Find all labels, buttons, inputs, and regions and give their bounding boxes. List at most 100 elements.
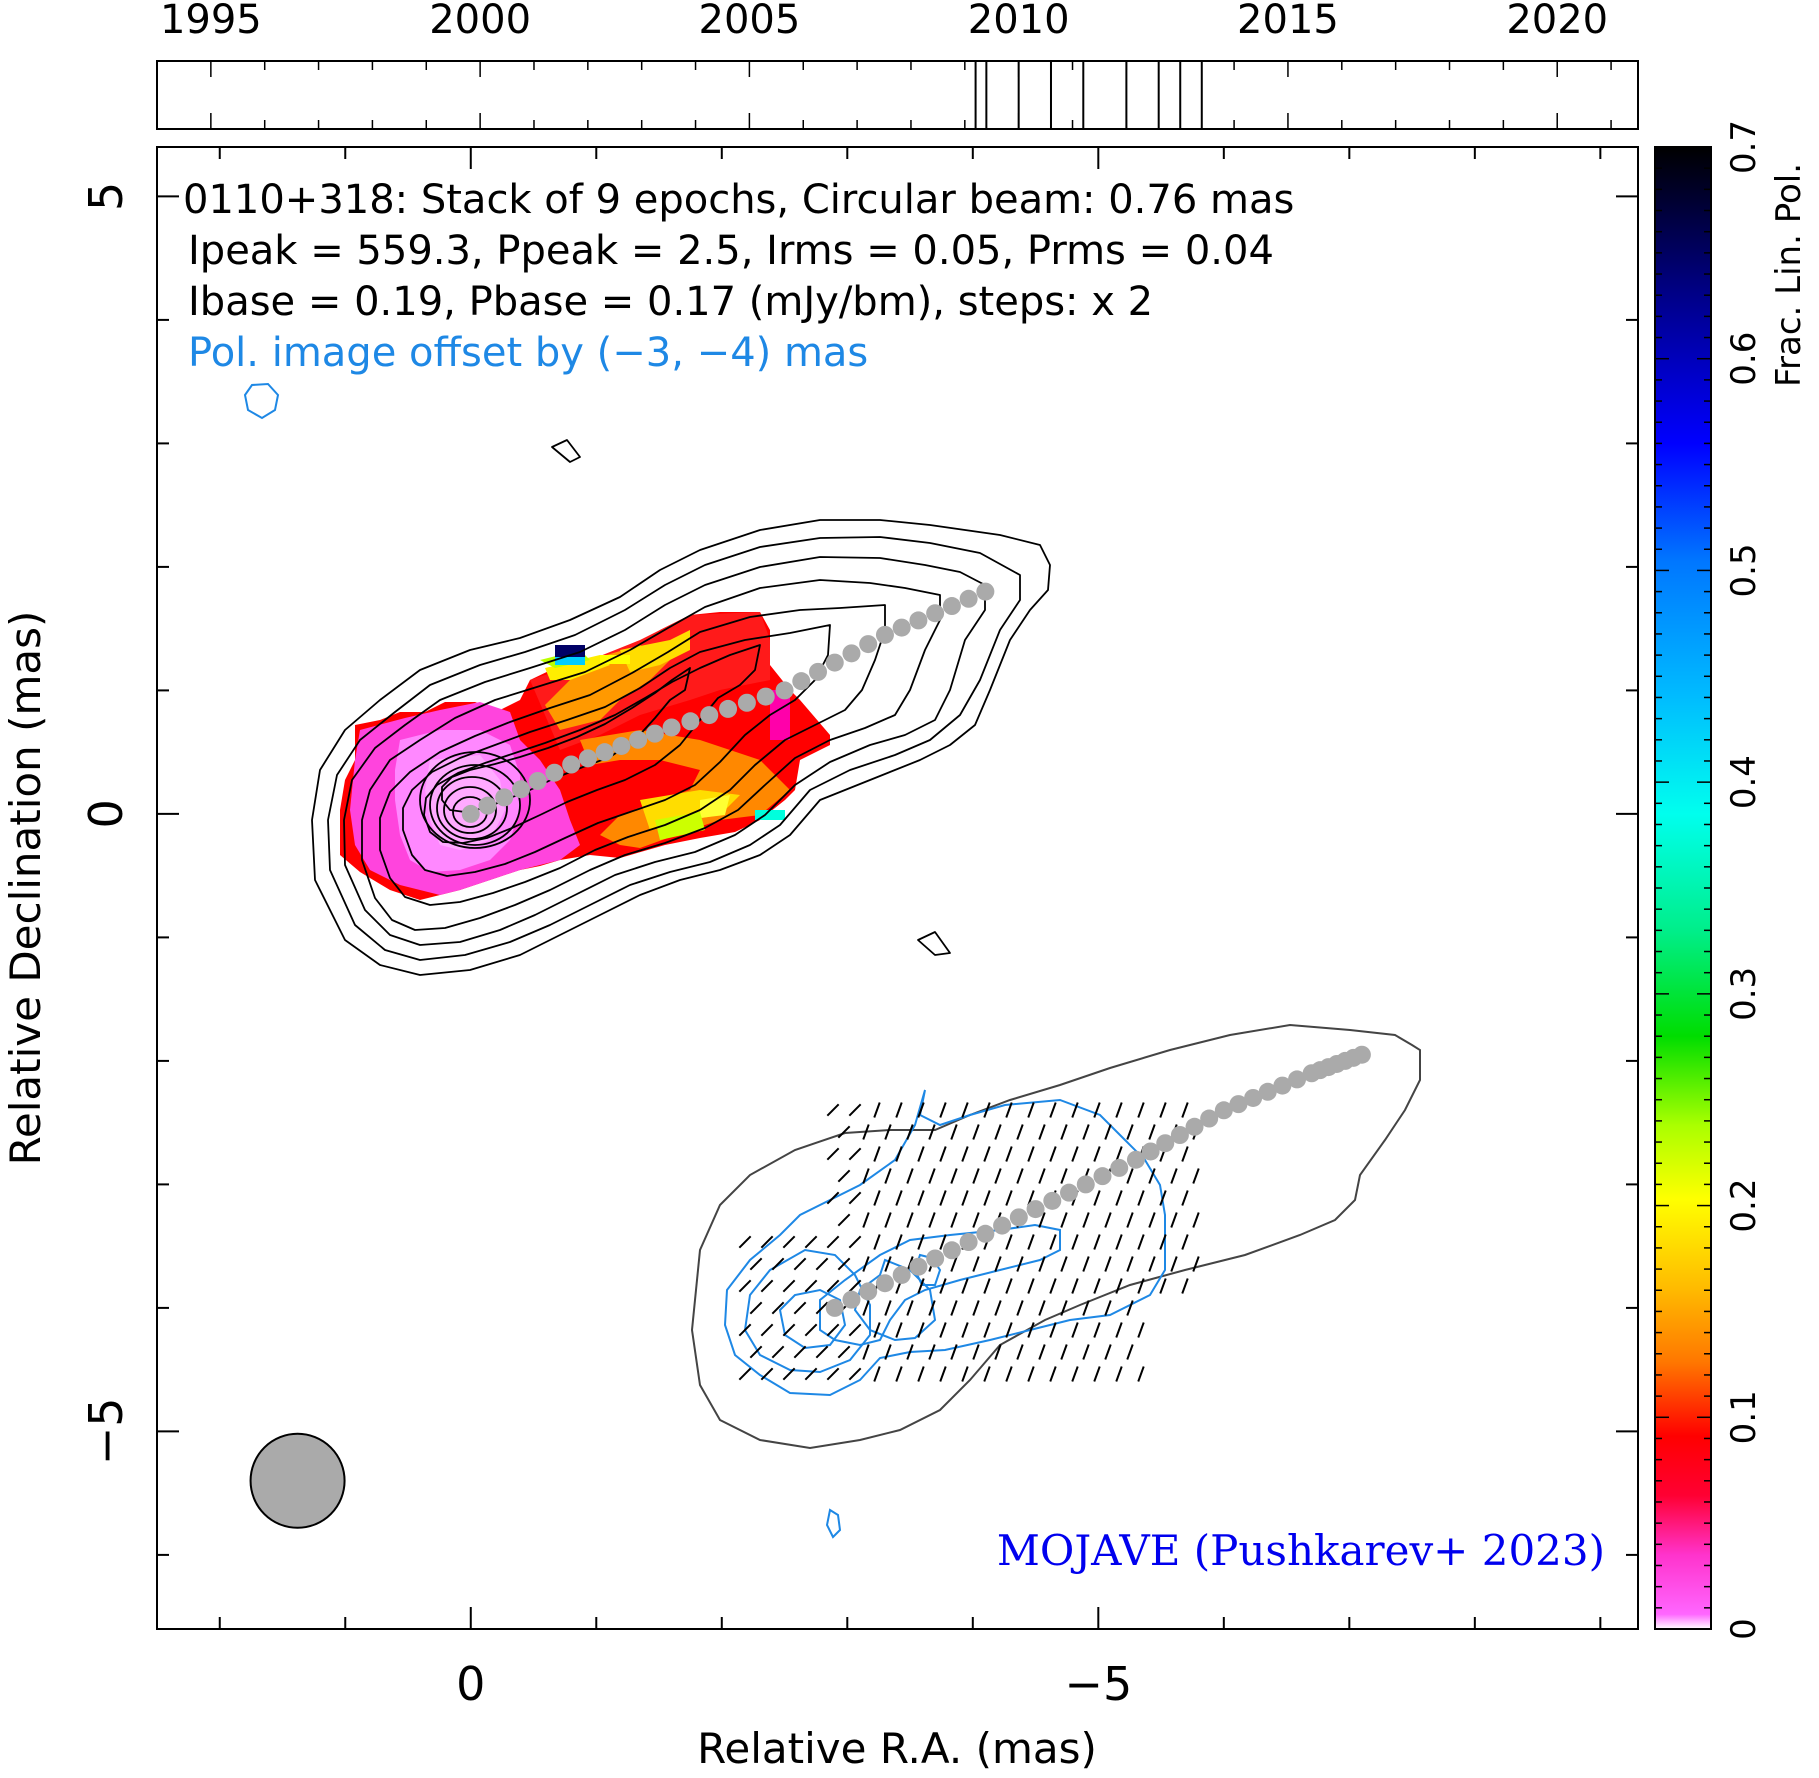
evpa-tick [1126,1212,1134,1228]
offset-total-intensity-contour [690,1023,1421,1450]
evpa-tick [884,1168,892,1184]
evpa-tick [1060,1168,1068,1184]
ridgeline-point [892,1265,911,1284]
evpa-tick [1104,1300,1112,1316]
ridgeline-point [1043,1191,1062,1210]
colorbar-tick-label: 0.3 [1724,967,1764,1021]
evpa-tick [848,1323,862,1337]
evpa-tick [771,1257,785,1271]
evpa-tick [895,1102,903,1118]
evpa-tick [1159,1190,1167,1206]
y-tick-label: 0 [79,799,133,828]
evpa-tick [804,1323,818,1337]
evpa-tick [873,1102,881,1118]
evpa-tick [873,1322,881,1338]
evpa-tick [760,1367,774,1381]
evpa-tick [782,1279,796,1293]
evpa-tick [1093,1278,1101,1294]
annotation-block: 0110+318: Stack of 9 epochs, Circular be… [183,177,1294,376]
evpa-tick [1104,1344,1112,1360]
evpa-tick [928,1124,936,1140]
ridgeline-point [976,1224,995,1243]
ridgeline-point [926,604,945,623]
ridgeline-polarization [825,1045,1371,1317]
colorbar-tick-label: 0.7 [1724,120,1764,174]
ridgeline-point [959,589,978,608]
evpa-tick [1148,1212,1156,1228]
ridgeline-point [993,1216,1012,1235]
evpa-tick [815,1301,829,1315]
evpa-tick [848,1191,862,1205]
evpa-tick [1115,1146,1123,1162]
colorbar-gradient [1654,146,1712,1630]
evpa-tick [1126,1300,1134,1316]
evpa-tick [804,1279,818,1293]
evpa-tick [1137,1234,1145,1250]
annotation-line-1: 0110+318: Stack of 9 epochs, Circular be… [183,177,1294,223]
evpa-tick [1159,1102,1167,1118]
evpa-tick [895,1146,903,1162]
ridgeline-point [809,662,828,681]
evpa-tick [1060,1256,1068,1272]
evpa-tick [873,1234,881,1250]
ridgeline-point [1200,1109,1219,1128]
evpa-tick [848,1147,862,1161]
evpa-tick [950,1212,958,1228]
evpa-tick [950,1300,958,1316]
evpa-tick [862,1168,870,1184]
ridgeline-point [1352,1045,1371,1064]
evpa-tick [837,1257,851,1271]
evpa-tick [862,1344,870,1360]
evpa-tick [1093,1190,1101,1206]
evpa-tick [826,1103,840,1117]
evpa-tick [1137,1190,1145,1206]
evpa-tick [917,1102,925,1118]
evpa-tick [873,1190,881,1206]
evpa-tick [939,1190,947,1206]
evpa-tick [738,1323,752,1337]
evpa-tick [1181,1278,1189,1294]
evpa-tick [1005,1278,1013,1294]
evpa-tick [928,1212,936,1228]
evpa-tick [760,1279,774,1293]
evpa-tick [950,1344,958,1360]
evpa-tick [983,1366,991,1382]
evpa-tick [1071,1322,1079,1338]
colorbar-title: Frac. Lin. Pol. [1769,163,1809,387]
annotation-line-3: Ibase = 0.19, Pbase = 0.17 (mJy/bm), ste… [188,279,1153,325]
beam-ellipse [249,1432,346,1529]
evpa-tick [983,1190,991,1206]
evpa-tick [760,1235,774,1249]
evpa-tick [1038,1300,1046,1316]
evpa-tick [961,1366,969,1382]
ridgeline-point [562,755,581,774]
evpa-tick [906,1168,914,1184]
evpa-tick [1049,1234,1057,1250]
evpa-tick [749,1301,763,1315]
evpa-tick [1005,1234,1013,1250]
evpa-tick [1115,1322,1123,1338]
evpa-tick [1181,1190,1189,1206]
evpa-tick [983,1322,991,1338]
evpa-tick [848,1235,862,1249]
ridgeline-point [1258,1082,1277,1101]
ridgeline-point [1185,1117,1204,1136]
ridgeline-point [511,780,530,799]
evpa-tick [884,1344,892,1360]
evpa-tick [815,1345,829,1359]
evpa-tick [961,1146,969,1162]
evpa-tick [939,1322,947,1338]
evpa-tick [826,1367,840,1381]
evpa-tick [1016,1344,1024,1360]
evpa-tick [1170,1212,1178,1228]
evpa-tick [862,1212,870,1228]
evpa-tick [1170,1256,1178,1272]
ridgeline-point [825,1298,844,1317]
y-axis-title: Relative Declination (mas) [1,611,50,1166]
evpa-tick [1049,1366,1057,1382]
evpa-tick [906,1300,914,1316]
evpa-tick [1192,1168,1200,1184]
evpa-tick [1005,1322,1013,1338]
timeline-year-label: 2020 [1506,0,1608,43]
evpa-tick [994,1300,1002,1316]
